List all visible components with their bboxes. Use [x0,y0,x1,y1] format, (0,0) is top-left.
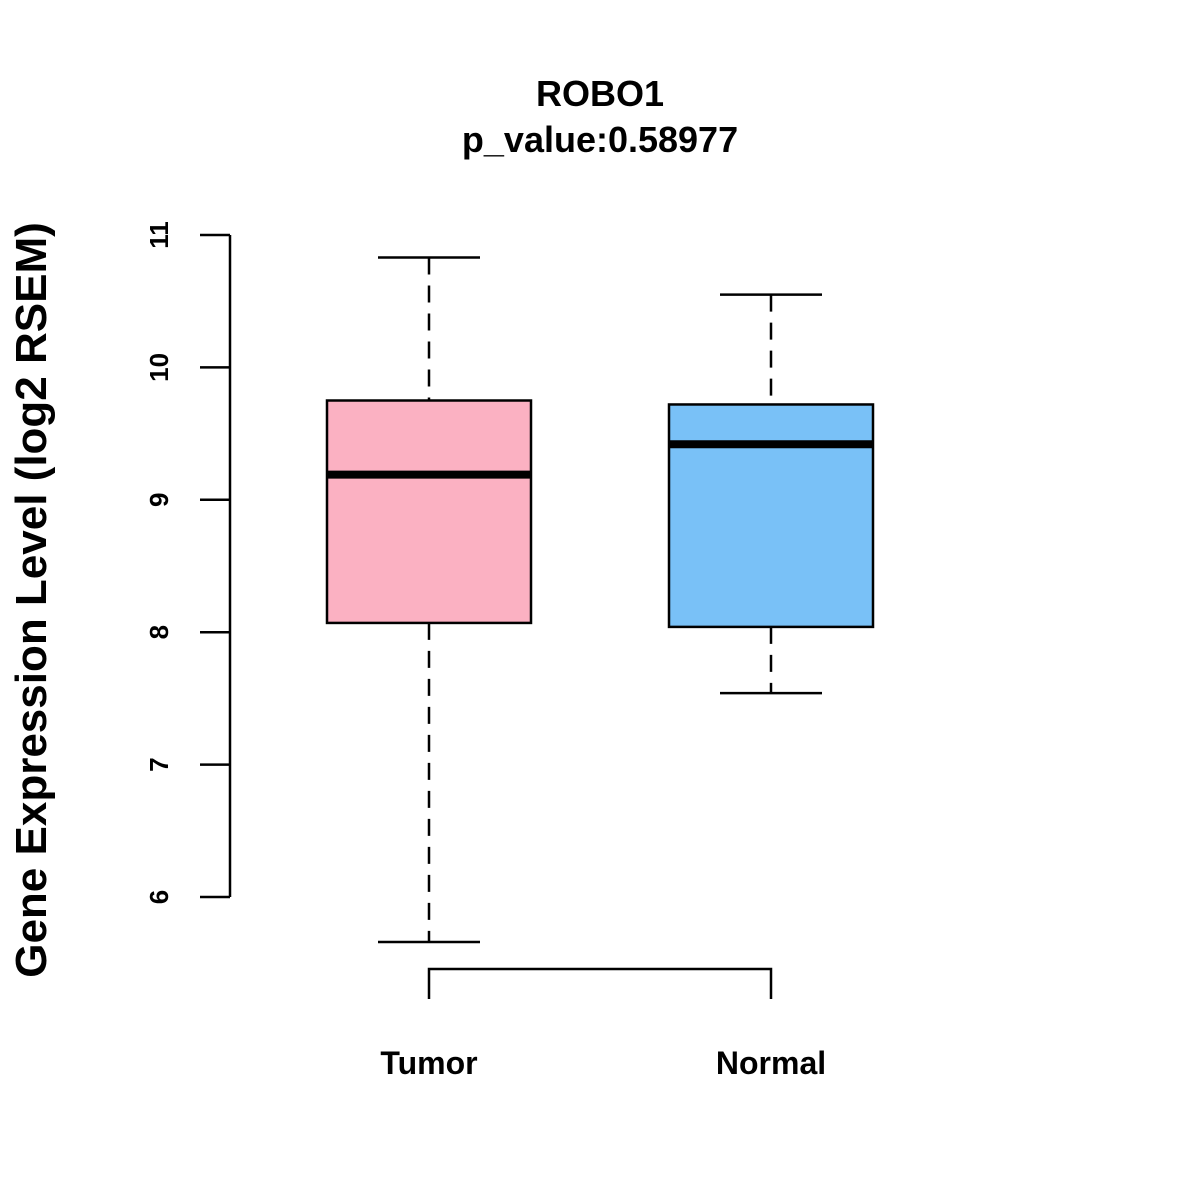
y-axis: 6 7 8 9 10 11 [144,221,232,904]
category-label-tumor: Tumor [380,1045,477,1081]
boxes-group [325,256,875,944]
category-label-normal: Normal [716,1045,826,1081]
y-tick-label: 7 [144,757,174,771]
iqr-box [325,399,533,625]
comparison-bracket [427,967,773,999]
y-tick-label: 11 [144,221,174,249]
y-tick-label: 6 [144,890,174,904]
bracket-line [427,967,773,999]
y-tick-label: 10 [144,353,174,382]
box-tumor [325,256,533,944]
chart-subtitle: p_value:0.58977 [462,119,738,160]
iqr-box [667,403,875,629]
y-tick-label: 9 [144,493,174,507]
y-tick-label: 8 [144,625,174,639]
chart-title: ROBO1 [536,73,664,114]
y-axis-label: Gene Expression Level (log2 RSEM) [7,222,56,978]
box-normal [667,293,875,695]
category-labels: Tumor Normal [380,1045,826,1081]
